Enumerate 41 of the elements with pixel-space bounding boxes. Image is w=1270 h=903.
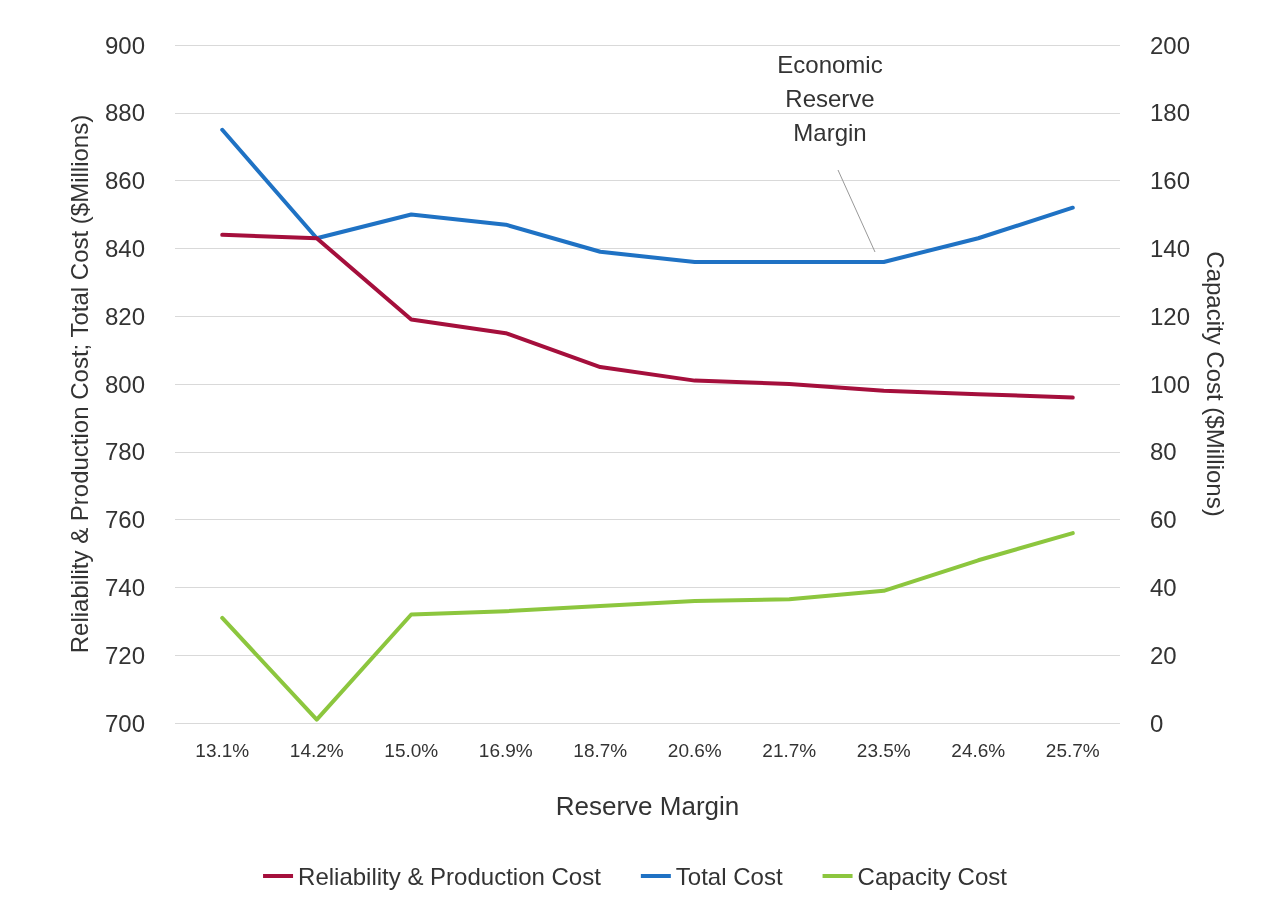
x-tick-label: 14.2%	[289, 740, 344, 761]
y2-axis-title: Capacity Cost ($Millions)	[1202, 251, 1230, 517]
line-series	[220, 232, 1075, 400]
x-axis-title: Reserve Margin	[555, 791, 740, 821]
annotation: Economic Reserve Margin	[776, 50, 884, 148]
x-tick-label: 24.6%	[951, 740, 1006, 761]
legend-label: Capacity Cost	[857, 862, 1008, 890]
x-tick-label: 15.0%	[384, 740, 439, 761]
x-tick-label: 18.7%	[573, 740, 628, 761]
y2-tick-label: 160	[1150, 167, 1191, 195]
y-tick-label: 740	[104, 573, 145, 601]
x-tick-label: 23.5%	[856, 740, 911, 761]
y2-tick-label: 140	[1150, 234, 1191, 262]
y-tick-label: 880	[104, 99, 145, 127]
y-tick-label: 760	[104, 506, 145, 534]
y-tick-label: 840	[104, 234, 145, 262]
y2-tick-label: 200	[1150, 31, 1191, 59]
y2-tick-label: 100	[1150, 370, 1191, 398]
y-axis-title: Reliability & Production Cost; Total Cost ($Millions)	[65, 114, 93, 654]
y2-tick-label: 20	[1150, 641, 1177, 669]
legend-label: Total Cost	[675, 862, 783, 890]
legend-label: Reliability & Production Cost	[298, 862, 602, 890]
x-tick-label: 25.7%	[1045, 740, 1100, 761]
y2-tick-label: 60	[1150, 506, 1177, 534]
y-tick-label: 800	[104, 370, 145, 398]
x-tick-label: 20.6%	[667, 740, 722, 761]
y-tick-label: 900	[104, 31, 145, 59]
x-tick-label: 13.1%	[195, 740, 250, 761]
y2-tick-label: 120	[1150, 302, 1191, 330]
y2-tick-label: 40	[1150, 573, 1177, 601]
line-series	[220, 531, 1075, 722]
y-tick-label: 820	[104, 302, 145, 330]
y-tick-label: 860	[104, 167, 145, 195]
x-tick-label: 16.9%	[478, 740, 533, 761]
y-tick-label: 780	[104, 438, 145, 466]
y2-tick-label: 180	[1150, 99, 1191, 127]
y2-tick-label: 80	[1150, 438, 1177, 466]
y-tick-label: 700	[104, 709, 145, 737]
x-tick-label: 21.7%	[762, 740, 817, 761]
y-tick-label: 720	[104, 641, 145, 669]
y2-tick-label: 0	[1150, 709, 1164, 737]
